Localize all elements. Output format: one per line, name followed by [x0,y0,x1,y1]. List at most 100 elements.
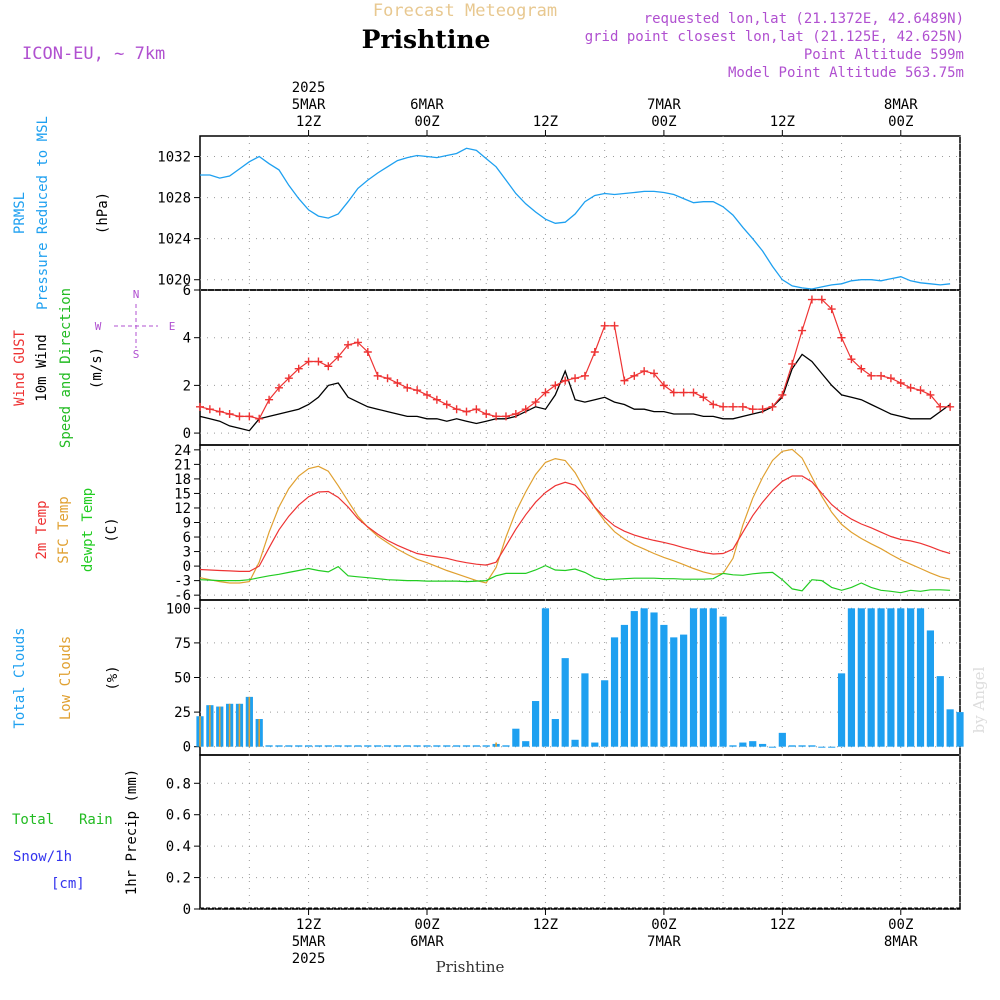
time-label-top: 7MAR [647,97,681,113]
total-clouds-bar [393,745,402,747]
y-tick-label: 25 [174,705,191,721]
gust-point [304,357,313,366]
y-tick-label: -6 [174,588,191,604]
gust-point [906,383,915,392]
gust-point [758,405,767,414]
low-clouds-bar [248,696,251,747]
gust-point [738,402,747,411]
total-clouds-bar [887,608,895,747]
time-label-top: 00Z [414,114,439,130]
gust-point [245,412,254,421]
gust-point [235,412,244,421]
y-tick-label: 0.2 [166,871,191,887]
dewpt-line [199,564,951,594]
gust-point [383,374,392,383]
direction-label: Speed and Direction [58,288,74,448]
y-tick-label: 12 [174,501,191,517]
temp-2m-line [199,475,951,573]
total-clouds-bar [502,745,510,747]
total-clouds-bar [689,608,698,747]
y-tick-label: 0 [183,902,191,918]
footer-location: Prishtine [436,958,505,976]
gust-point [442,400,451,409]
gust-point [817,295,826,304]
gust-point [492,412,501,421]
low-clouds-bar [495,742,497,747]
low-clouds-bar [258,719,261,747]
y-tick-labels: 10201024102810320246-6-30369121518212402… [157,150,200,918]
gust-point [225,410,234,418]
time-label-bottom: 8MAR [884,934,918,950]
total-clouds-bar [936,676,944,747]
gust-point [857,364,866,373]
gust-point [551,381,560,390]
temp-panel [199,444,961,601]
gust-point [798,326,807,335]
total-clouds-label: Total Clouds [12,627,28,728]
total-clouds-bar [324,745,332,747]
location-title: Prishtine [362,25,491,54]
gust-point [571,374,580,383]
gust-point [807,295,816,304]
total-clouds-bar [354,745,362,747]
y-tick-label: 1032 [157,150,191,166]
low-clouds-bar [238,703,241,747]
time-label-bottom: 7MAR [647,934,681,950]
compass-north: N [133,288,140,301]
total-clouds-bar [650,612,658,747]
total-clouds-bar [798,745,806,747]
gust-point [778,390,787,399]
wind-speed-line [199,353,951,432]
total-clouds-bar [916,608,925,747]
gust-point [748,405,757,414]
total-clouds-bar [847,608,856,747]
total-clouds-bar [946,709,954,747]
time-label-top: 12Z [296,114,321,130]
time-label-top: 00Z [651,114,676,130]
y-tick-label: 1020 [157,273,191,289]
wind-panel [199,289,961,446]
time-label-bottom: 12Z [296,917,321,933]
gust-point [709,400,718,409]
total-clouds-bar [433,745,441,747]
gust-point [501,412,510,421]
gust-point [679,388,688,397]
gust-point [452,405,461,414]
total-clouds-bar [620,624,629,747]
gust-point [837,333,846,342]
clouds-unit-label: (%) [105,665,121,690]
total-clouds-bar [729,745,737,747]
y-tick-label: 50 [174,671,191,687]
time-label-bottom: 00Z [888,917,913,933]
gust-point [363,348,372,356]
total-clouds-bar [828,746,836,748]
time-label-bottom: 00Z [651,917,676,933]
sfc-temp-label: SFC Temp [56,496,72,563]
gust-point [482,410,491,418]
gust-point [946,402,955,411]
total-clouds-bar [610,637,619,747]
total-clouds-bar [699,608,707,747]
gust-point [936,402,945,411]
gust-point [659,381,668,390]
total-clouds-bar [581,673,589,747]
compass-south: S [133,348,140,361]
total-clouds-bar [877,608,885,747]
gust-point [511,410,520,418]
total-clouds-bar [541,608,550,747]
y-tick-label: -3 [174,574,191,590]
total-clouds-bar [423,745,431,747]
gust-point [472,405,481,414]
wind-unit-label: (m/s) [89,347,105,389]
total-clouds-bar [512,728,520,747]
total-clouds-bar [640,608,648,747]
gust-point [728,402,737,411]
total-clouds-bar [709,608,717,747]
clouds-panel [199,599,961,756]
watermark: by Angel [970,666,988,733]
pressure-label: Pressure Reduced to MSL [35,116,51,310]
total-clouds-bar [956,712,964,747]
